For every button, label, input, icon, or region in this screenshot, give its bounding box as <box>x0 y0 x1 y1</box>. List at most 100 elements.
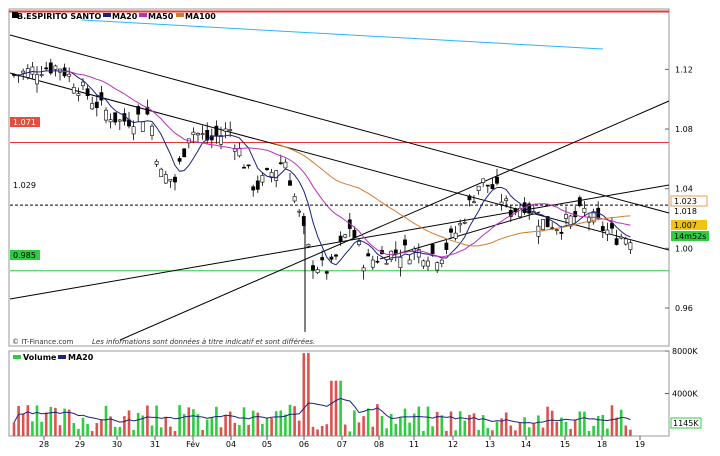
x-tick-label: 18 <box>597 440 607 449</box>
volume-bar-up <box>63 408 66 436</box>
legend-label-price: B.ESPIRITO SANTO <box>17 12 101 21</box>
volume-bar-down <box>123 416 126 436</box>
volume-bar-up <box>380 415 384 436</box>
volume-bar-up <box>527 427 531 436</box>
volume-bar-up <box>578 411 582 436</box>
volume-bar-up <box>339 380 342 436</box>
candle-down <box>366 253 371 257</box>
trendline <box>379 211 541 260</box>
disclaimer-text: Les informations sont données à titre in… <box>92 338 315 346</box>
volume-bar-up <box>155 405 158 436</box>
volume-bar-up <box>403 408 407 436</box>
volume-bar-down <box>54 407 57 436</box>
candle-down <box>430 244 435 254</box>
candle-up <box>389 250 394 260</box>
right-price-tags: 1.023 1.018 1.007 14m52s 1145K <box>670 195 709 429</box>
price-level-lines <box>10 141 669 272</box>
candle-up <box>343 234 348 238</box>
x-tick-label: 11 <box>409 440 419 449</box>
volume-bar-down <box>224 414 227 436</box>
volume-bar-down <box>256 412 260 436</box>
volume-bar-up <box>399 417 402 436</box>
volume-bar-down <box>44 412 48 436</box>
candle-up <box>228 129 233 131</box>
volume-bar-down <box>67 409 71 436</box>
candle-up <box>154 160 159 165</box>
candle-up <box>35 74 39 85</box>
candle-down <box>48 62 53 74</box>
legend-label-ma50: MA50 <box>148 12 174 21</box>
candle-down <box>246 164 251 167</box>
volume-bar-up <box>523 417 526 436</box>
x-tick-label: 28 <box>39 440 49 449</box>
candle-up <box>274 170 279 181</box>
rtag-timer: 14m52s <box>674 232 706 241</box>
candle-down <box>242 166 246 169</box>
candle-up <box>361 267 366 272</box>
y-tick-label: 1.00 <box>675 244 693 253</box>
candle-up <box>499 201 504 205</box>
volume-bar-up <box>182 414 186 436</box>
candle-up <box>315 269 320 273</box>
volume-bar-down <box>233 422 237 436</box>
volume-bar-up <box>113 426 117 436</box>
volume-bar-down <box>17 405 20 436</box>
candle-up <box>67 73 72 77</box>
volume-bar-up <box>394 423 398 436</box>
moving-averages <box>13 70 631 266</box>
candle-up <box>370 259 375 268</box>
candle-up <box>21 70 26 74</box>
rtag-1023: 1.023 <box>674 197 697 206</box>
trendline <box>9 34 670 214</box>
candle-up <box>357 241 361 245</box>
volume-bar-down <box>330 380 333 436</box>
candle-down <box>278 162 283 165</box>
volume-bar-up <box>385 428 388 436</box>
candle-up <box>30 66 35 75</box>
candle-up <box>453 232 458 239</box>
volume-bar-down <box>297 420 301 436</box>
volume-bar-down <box>316 429 319 436</box>
volume-bar-down <box>500 418 503 436</box>
rtag-1023-bg <box>670 195 708 207</box>
volume-bar-down <box>472 413 476 436</box>
volume-bar-down <box>541 427 545 436</box>
candle-up <box>458 223 463 226</box>
legend-swatch-volume <box>13 355 21 359</box>
volume-bar-down <box>610 405 614 436</box>
volume-bar-up <box>426 406 430 436</box>
volume-bar-down <box>164 416 168 436</box>
volume-bar-down <box>187 407 191 436</box>
candle-down <box>375 260 380 263</box>
x-tick-label: 14 <box>521 440 531 449</box>
candle-down <box>329 256 334 260</box>
candle-up <box>283 161 288 169</box>
candle-down <box>444 242 449 250</box>
rtag-1018: 1.018 <box>674 207 697 216</box>
volume-bar-down <box>146 405 149 436</box>
candle-up <box>504 198 509 201</box>
volume-bar-down <box>532 423 536 436</box>
price-legend: B.ESPIRITO SANTO MA20 MA50 MA100 <box>12 12 216 21</box>
legend-swatch-ma50 <box>139 13 147 17</box>
volume-bar-down <box>546 406 549 436</box>
volume-bar-down <box>629 429 632 436</box>
candle-up <box>435 262 440 271</box>
candle-down <box>251 186 256 191</box>
candle-down <box>324 271 329 274</box>
candle-up <box>269 172 274 178</box>
volume-bar-down <box>109 416 112 436</box>
candle-up <box>518 207 522 218</box>
volume-bar-down <box>550 410 554 436</box>
volume-bar-down <box>270 418 273 436</box>
legend-swatch-vol-ma20 <box>58 355 66 359</box>
volume-bar-up <box>583 411 586 436</box>
volume-bar-down <box>514 430 517 436</box>
candle-up <box>131 126 136 135</box>
legend-label-vol-ma20: MA20 <box>68 353 94 362</box>
candle-up <box>591 211 596 223</box>
x-tick-label: 05 <box>262 440 272 449</box>
volume-bar-up <box>136 412 140 436</box>
